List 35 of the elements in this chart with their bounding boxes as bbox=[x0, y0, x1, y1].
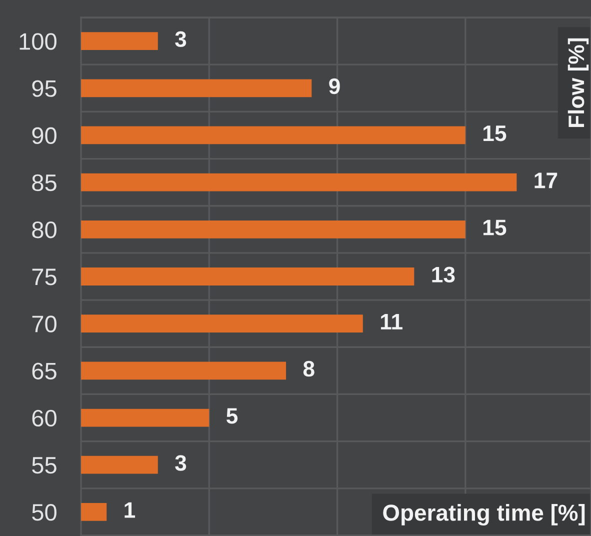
y-tick-label: 85 bbox=[32, 174, 56, 192]
bar bbox=[81, 408, 210, 427]
y-tick-label: 50 bbox=[32, 504, 56, 521]
x-axis-title: Operating time [%] bbox=[383, 504, 585, 526]
bar bbox=[81, 268, 414, 286]
data-label: 15 bbox=[483, 126, 506, 142]
data-label: 15 bbox=[483, 220, 506, 236]
bar bbox=[81, 314, 363, 333]
bar bbox=[81, 79, 312, 98]
bar bbox=[81, 32, 158, 50]
y-tick-label: 55 bbox=[32, 457, 56, 474]
bar bbox=[81, 456, 158, 474]
data-label: 3 bbox=[175, 31, 186, 48]
y-tick-label: 100 bbox=[20, 33, 56, 50]
data-label: 11 bbox=[380, 314, 402, 330]
y-tick-label: 60 bbox=[32, 410, 56, 427]
data-label: 9 bbox=[329, 78, 340, 94]
bar bbox=[81, 362, 286, 380]
bar bbox=[81, 126, 466, 144]
bar bbox=[81, 220, 466, 238]
data-label: 8 bbox=[303, 360, 314, 377]
data-label: 3 bbox=[175, 455, 186, 471]
y-tick-label: 75 bbox=[32, 268, 56, 286]
data-label: 17 bbox=[534, 172, 558, 188]
bar bbox=[81, 503, 107, 521]
y-axis-title: Flow [%] bbox=[568, 38, 589, 128]
y-tick-label: 90 bbox=[32, 127, 56, 144]
data-label: 1 bbox=[124, 502, 136, 518]
y-tick-label: 70 bbox=[32, 316, 56, 332]
y-tick-label: 95 bbox=[32, 80, 56, 97]
data-label: 5 bbox=[226, 408, 238, 424]
y-tick-label: 80 bbox=[32, 221, 56, 238]
data-label: 13 bbox=[432, 266, 455, 282]
y-tick-label: 65 bbox=[32, 362, 56, 380]
bar bbox=[81, 173, 517, 192]
